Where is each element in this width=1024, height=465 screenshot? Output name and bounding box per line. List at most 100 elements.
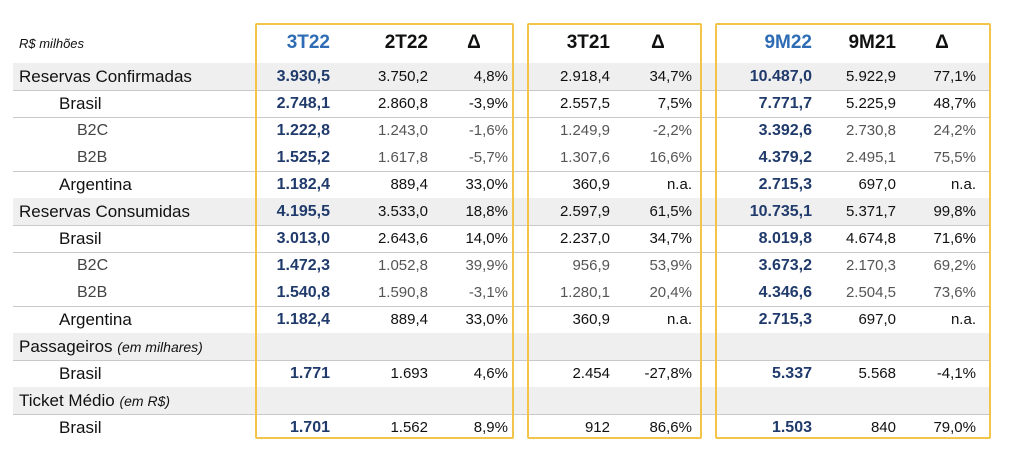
header-delta-quarter: Δ	[467, 32, 481, 53]
cell-3t21: 1.307,6	[559, 149, 610, 166]
row-label: Argentina	[59, 306, 132, 333]
quarter-highlight-box	[255, 23, 514, 439]
cell-delta-ytd: 77,1%	[933, 68, 976, 85]
cell-3t21: 360,9	[572, 176, 610, 193]
cell-delta-quarter: -3,9%	[468, 95, 508, 112]
cell-delta-quarter: 18,8%	[465, 203, 508, 220]
cell-delta-year: 16,6%	[649, 149, 692, 166]
header-3t21: 3T21	[566, 32, 610, 53]
cell-delta-quarter: 33,0%	[465, 311, 508, 328]
cell-delta-year: 86,6%	[649, 419, 692, 436]
cell-delta-year: n.a.	[666, 176, 692, 193]
cell-9m22: 3.392,6	[758, 122, 812, 139]
table-row: B2B 1.525,2 1.617,8 -5,7% 1.307,6 16,6% 4.379,…	[13, 144, 991, 172]
cell-delta-quarter: -5,7%	[468, 149, 508, 166]
cell-delta-ytd: 69,2%	[933, 257, 976, 274]
row-label: Argentina	[59, 171, 132, 198]
cell-3t21: 2.557,5	[559, 95, 610, 112]
row-label-unit: (em R$)	[119, 393, 171, 409]
cell-9m22: 10.487,0	[749, 68, 812, 85]
cell-2t22: 889,4	[390, 311, 428, 328]
cell-9m22: 3.673,2	[758, 257, 812, 274]
cell-3t22: 1.182,4	[276, 176, 330, 193]
row-label-text: B2C	[77, 257, 109, 274]
cell-delta-ytd: 79,0%	[933, 419, 976, 436]
cell-3t22: 1.771	[289, 365, 330, 382]
cell-2t22: 2.860,8	[377, 95, 428, 112]
cell-3t21: 1.249,9	[559, 122, 610, 139]
header-3t22: 3T22	[286, 32, 330, 53]
row-label-text: B2C	[77, 122, 109, 139]
cell-3t21: 912	[584, 419, 610, 436]
table-row: B2C 1.472,3 1.052,8 39,9% 956,9 53,9% 3.673,2 2…	[13, 252, 991, 279]
cell-delta-year: -27,8%	[644, 365, 692, 382]
cell-2t22: 1.693	[390, 365, 428, 382]
row-label: Reservas Consumidas	[19, 198, 190, 225]
cell-delta-quarter: 4,6%	[473, 365, 508, 382]
cell-9m21: 5.371,7	[845, 203, 896, 220]
cell-9m21: 697,0	[858, 176, 896, 193]
table-row: Reservas Consumidas 4.195,5 3.533,0 18,8% 2.…	[13, 198, 991, 226]
cell-delta-year: 61,5%	[649, 203, 692, 220]
header-2t22: 2T22	[384, 32, 428, 53]
cell-9m21: 2.170,3	[845, 257, 896, 274]
table-row: B2B 1.540,8 1.590,8 -3,1% 1.280,1 20,4% 4.346,…	[13, 279, 991, 307]
cell-3t22: 2.748,1	[276, 95, 330, 112]
header-delta-year: Δ	[651, 32, 665, 53]
cell-delta-quarter: -1,6%	[468, 122, 508, 139]
cell-3t22: 1.701	[289, 419, 330, 436]
row-label-text: Brasil	[59, 364, 102, 383]
cell-delta-year: 20,4%	[649, 284, 692, 301]
table-row: Passageiros (em milhares)	[13, 333, 991, 361]
cell-delta-quarter: 39,9%	[465, 257, 508, 274]
row-label-text: Brasil	[59, 418, 102, 437]
cell-3t21: 1.280,1	[559, 284, 610, 301]
row-label-text: Passageiros	[19, 337, 118, 356]
cell-3t21: 360,9	[572, 311, 610, 328]
cell-3t21: 2.454	[572, 365, 610, 382]
cell-9m21: 4.674,8	[845, 230, 896, 247]
cell-delta-ytd: 71,6%	[933, 230, 976, 247]
row-label-text: Argentina	[59, 310, 132, 329]
row-label: Ticket Médio (em R$)	[19, 387, 170, 414]
row-label: Brasil	[59, 225, 102, 252]
cell-delta-ytd: n.a.	[950, 311, 976, 328]
cell-delta-ytd: -4,1%	[936, 365, 976, 382]
cell-3t22: 4.195,5	[276, 203, 330, 220]
table-row: Reservas Confirmadas 3.930,5 3.750,2 4,8% 2.…	[13, 63, 991, 91]
row-label-text: Ticket Médio	[19, 391, 120, 410]
row-label-text: Argentina	[59, 175, 132, 194]
cell-delta-ytd: n.a.	[950, 176, 976, 193]
cell-3t22: 3.013,0	[276, 230, 330, 247]
table-row: Brasil 1.701 1.562 8,9% 912 86,6% 1.503 840 79,0…	[13, 414, 991, 441]
row-label: B2C	[77, 252, 108, 279]
cell-delta-quarter: 33,0%	[465, 176, 508, 193]
cell-delta-ytd: 75,5%	[933, 149, 976, 166]
cell-2t22: 1.617,8	[377, 149, 428, 166]
cell-3t21: 956,9	[572, 257, 610, 274]
row-label-text: B2B	[77, 284, 108, 301]
row-label: Reservas Confirmadas	[19, 63, 192, 90]
table-row: B2C 1.222,8 1.243,0 -1,6% 1.249,9 -2,2% 3.392,…	[13, 117, 991, 144]
cell-2t22: 3.533,0	[377, 203, 428, 220]
cell-9m21: 5.922,9	[845, 68, 896, 85]
cell-delta-quarter: -3,1%	[468, 284, 508, 301]
row-label-text: Reservas Consumidas	[19, 202, 191, 221]
cell-9m22: 2.715,3	[758, 176, 812, 193]
row-label-text: Brasil	[59, 229, 102, 248]
cell-2t22: 1.590,8	[377, 284, 428, 301]
cell-delta-ytd: 48,7%	[933, 95, 976, 112]
cell-delta-year: 34,7%	[649, 230, 692, 247]
cell-9m22: 8.019,8	[758, 230, 812, 247]
row-label: B2C	[77, 117, 108, 144]
cell-9m22: 7.771,7	[758, 95, 812, 112]
cell-delta-year: 34,7%	[649, 68, 692, 85]
header-delta-ytd: Δ	[935, 32, 949, 53]
cell-2t22: 2.643,6	[377, 230, 428, 247]
row-label: Passageiros (em milhares)	[19, 333, 203, 360]
cell-9m21: 5.225,9	[845, 95, 896, 112]
cell-delta-ytd: 24,2%	[933, 122, 976, 139]
row-label: Brasil	[59, 414, 102, 441]
row-label: Brasil	[59, 360, 102, 387]
cell-delta-year: n.a.	[666, 311, 692, 328]
